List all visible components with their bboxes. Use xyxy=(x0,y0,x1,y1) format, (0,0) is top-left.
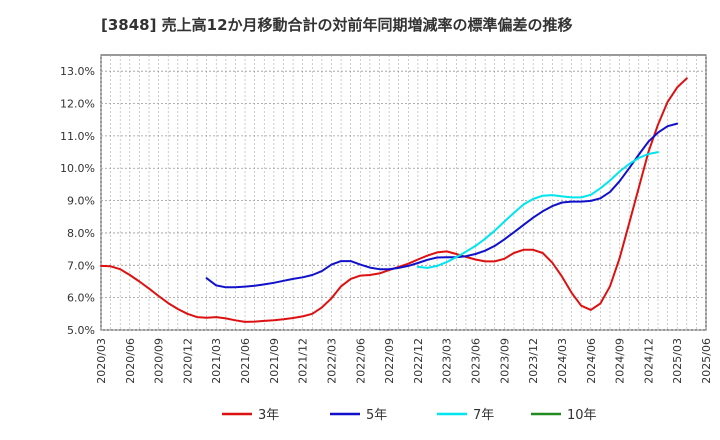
legend-label: 5年 xyxy=(366,408,387,423)
x-tick-label: 2025/03 xyxy=(671,338,684,384)
x-tick-label: 2024/03 xyxy=(556,338,569,384)
x-tick-label: 2020/03 xyxy=(95,338,108,384)
legend-item-2: 7年 xyxy=(437,408,494,423)
x-tick-label: 2024/12 xyxy=(642,338,655,384)
legend-label: 7年 xyxy=(473,408,494,423)
x-tick-label: 2021/03 xyxy=(210,338,223,384)
grid xyxy=(100,54,707,331)
plot-frame xyxy=(100,54,707,331)
x-tick-label: 2022/03 xyxy=(325,338,338,384)
x-tick-label: 2025/06 xyxy=(700,338,713,384)
y-tick-label: 13.0% xyxy=(60,65,95,78)
y-tick-label: 7.0% xyxy=(67,259,95,272)
y-tick-label: 8.0% xyxy=(67,227,95,240)
y-tick-label: 10.0% xyxy=(60,162,95,175)
chart-title: [3848] 売上高12か月移動合計の対前年同期増減率の標準偏差の推移 xyxy=(101,16,573,34)
x-tick-label: 2020/06 xyxy=(124,338,137,384)
x-tick-label: 2020/12 xyxy=(181,338,194,384)
y-tick-label: 12.0% xyxy=(60,98,95,111)
legend-label: 3年 xyxy=(258,408,279,423)
y-tick-label: 11.0% xyxy=(60,130,95,143)
series-lines xyxy=(100,77,688,323)
y-tick-label: 9.0% xyxy=(67,195,95,208)
y-tick-label: 6.0% xyxy=(67,292,95,305)
x-tick-label: 2022/09 xyxy=(383,338,396,384)
x-tick-label: 2024/09 xyxy=(614,338,627,384)
series-line-2 xyxy=(416,151,659,269)
x-tick-label: 2024/06 xyxy=(585,338,598,384)
x-tick-label: 2021/09 xyxy=(268,338,281,384)
legend-label: 10年 xyxy=(567,408,597,423)
x-tick-label: 2021/12 xyxy=(297,338,310,384)
x-tick-label: 2023/03 xyxy=(441,338,454,384)
x-tick-label: 2022/12 xyxy=(412,338,425,384)
x-tick-label: 2022/06 xyxy=(354,338,367,384)
legend: 3年 5年 7年 10年 xyxy=(222,408,597,423)
axes: 5.0% 6.0% 7.0% 8.0% 9.0% 10.0% 11.0% 12.0% 13.0%… xyxy=(60,65,713,384)
x-tick-label: 2023/06 xyxy=(470,338,483,384)
y-tick-label: 5.0% xyxy=(67,324,95,337)
series-line-1 xyxy=(205,122,679,289)
x-tick-label: 2020/09 xyxy=(153,338,166,384)
x-tick-label: 2023/09 xyxy=(498,338,511,384)
legend-item-0: 3年 xyxy=(222,408,279,423)
x-tick-label: 2021/06 xyxy=(239,338,252,384)
legend-item-3: 10年 xyxy=(531,408,597,423)
x-tick-label: 2023/12 xyxy=(527,338,540,384)
legend-item-1: 5年 xyxy=(330,408,387,423)
